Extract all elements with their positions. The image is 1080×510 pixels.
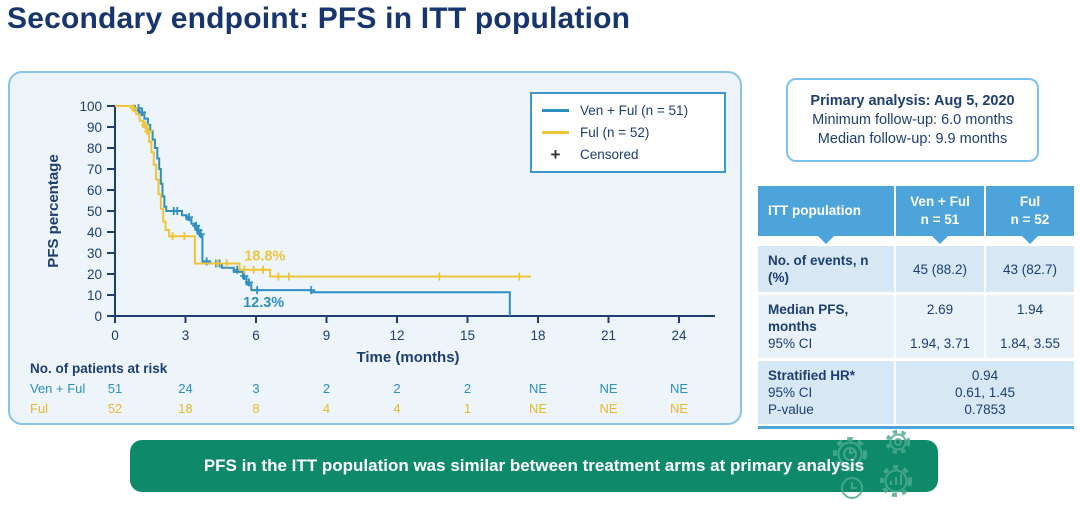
svg-text:Ful: Ful: [30, 401, 48, 416]
legend-label: Ven + Ful (n = 51): [580, 103, 689, 118]
conclusion-banner: PFS in the ITT population was similar be…: [130, 429, 938, 499]
svg-text:0: 0: [94, 309, 102, 324]
results-table-header: ITT population Ven + Ful n = 51 Ful n = …: [758, 186, 1074, 236]
legend-label: Ful (n = 52): [580, 125, 650, 140]
header-ven-ful: Ven + Ful n = 51: [896, 186, 984, 236]
svg-text:2: 2: [323, 381, 330, 396]
header-itt-population: ITT population: [758, 186, 894, 236]
plus-icon: +: [550, 145, 561, 164]
median-followup: Median follow-up: 9.9 months: [817, 131, 1008, 147]
svg-text:52: 52: [108, 401, 122, 416]
svg-text:40: 40: [87, 225, 102, 240]
svg-text:80: 80: [87, 141, 102, 156]
legend-item-ven-ful: Ven + Ful (n = 51): [542, 101, 714, 120]
km-legend: Ven + Ful (n = 51) Ful (n = 52) + Censor…: [530, 92, 726, 173]
legend-item-ful: Ful (n = 52): [542, 123, 714, 142]
analytics-gears-icon: [833, 429, 912, 499]
svg-text:NE: NE: [670, 381, 688, 396]
svg-text:20: 20: [87, 267, 102, 282]
svg-text:NE: NE: [529, 401, 547, 416]
svg-text:1: 1: [464, 401, 471, 416]
table-row-stratified-hr: Stratified HR* 95% CI P-value 0.94 0.61,…: [758, 361, 1074, 424]
svg-text:18: 18: [178, 401, 192, 416]
conclusion-text: PFS in the ITT population was similar be…: [203, 456, 865, 475]
svg-text:NE: NE: [529, 381, 547, 396]
svg-text:NE: NE: [599, 401, 617, 416]
header-ful: Ful n = 52: [986, 186, 1074, 236]
svg-text:18: 18: [530, 328, 545, 343]
svg-text:8: 8: [252, 401, 259, 416]
svg-text:70: 70: [87, 162, 102, 177]
svg-text:2: 2: [464, 381, 471, 396]
svg-text:24: 24: [178, 381, 192, 396]
svg-text:60: 60: [87, 183, 102, 198]
legend-label: Censored: [580, 147, 639, 162]
svg-text:100: 100: [79, 99, 102, 114]
svg-text:NE: NE: [599, 381, 617, 396]
km-plot-panel: 0 10 20 30 40 50 60 70 80 90 100 0 3 6 9 12 15 18 21 24 Time…: [8, 71, 742, 425]
svg-text:4: 4: [393, 401, 400, 416]
minimum-followup: Minimum follow-up: 6.0 months: [812, 112, 1013, 128]
results-table: ITT population Ven + Ful n = 51 Ful n = …: [758, 186, 1074, 429]
page-title: Secondary endpoint: PFS in ITT populatio…: [7, 2, 631, 35]
primary-analysis-box: Primary analysis: Aug 5, 2020 Minimum fo…: [786, 78, 1039, 162]
svg-text:51: 51: [108, 381, 122, 396]
svg-text:Ven + Ful: Ven + Ful: [30, 381, 85, 396]
svg-text:12.3%: 12.3%: [243, 295, 284, 311]
svg-text:10: 10: [87, 288, 102, 303]
svg-text:30: 30: [87, 246, 102, 261]
svg-text:3: 3: [182, 328, 190, 343]
svg-text:No. of patients at risk: No. of patients at risk: [30, 361, 168, 376]
svg-text:15: 15: [460, 328, 475, 343]
svg-text:12: 12: [389, 328, 404, 343]
svg-text:24: 24: [671, 328, 687, 343]
ven-ful-line-swatch: [542, 109, 569, 112]
svg-text:21: 21: [601, 328, 616, 343]
svg-text:90: 90: [87, 120, 102, 135]
table-row-median-pfs: Median PFS, months 95% CI 2.69 1.94, 3.7…: [758, 295, 1074, 358]
svg-text:PFS percentage: PFS percentage: [45, 154, 62, 267]
svg-text:3: 3: [252, 381, 259, 396]
ful-line-swatch: [542, 131, 569, 134]
svg-text:NE: NE: [670, 401, 688, 416]
svg-text:2: 2: [393, 381, 400, 396]
primary-analysis-date: Primary analysis: Aug 5, 2020: [810, 93, 1015, 109]
svg-text:0: 0: [111, 328, 119, 343]
svg-text:4: 4: [323, 401, 330, 416]
svg-text:18.8%: 18.8%: [244, 248, 285, 264]
svg-text:9: 9: [323, 328, 331, 343]
svg-text:Time (months): Time (months): [356, 349, 459, 366]
table-bottom-rule: [758, 426, 1074, 429]
svg-text:50: 50: [87, 204, 102, 219]
table-row-events: No. of events, n (%) 45 (88.2) 43 (82.7): [758, 246, 1074, 292]
svg-text:6: 6: [252, 328, 260, 343]
legend-item-censored: + Censored: [542, 145, 714, 164]
